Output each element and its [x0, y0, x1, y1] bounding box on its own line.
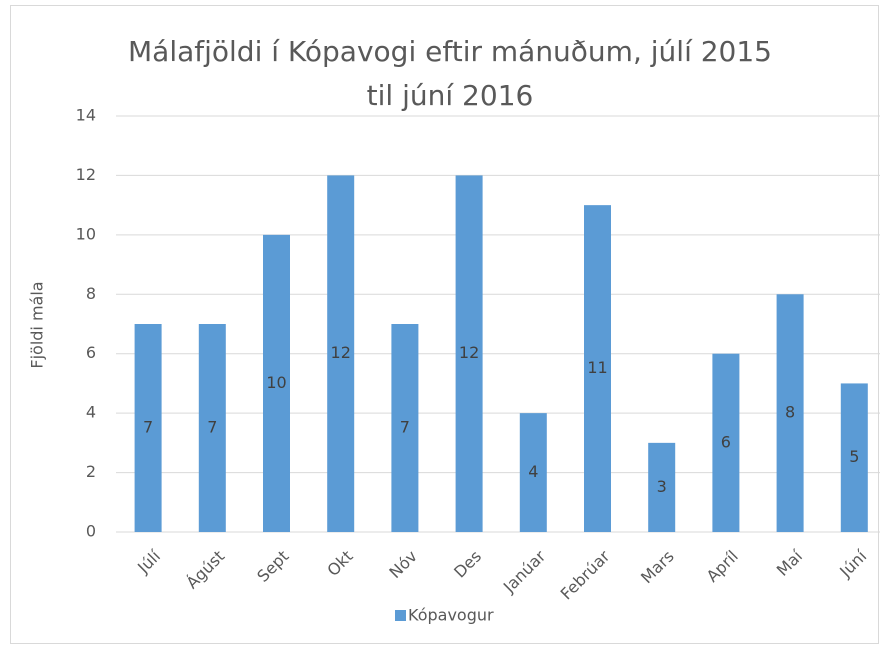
bar [391, 324, 419, 532]
data-label: 5 [849, 447, 859, 466]
bar [455, 175, 483, 532]
y-axis-label: Fjöldi mála [28, 281, 47, 368]
data-label: 4 [528, 462, 538, 481]
y-tick-label: 0 [86, 522, 96, 541]
data-label: 6 [721, 432, 731, 451]
data-label: 8 [785, 403, 795, 422]
bar [134, 324, 162, 532]
legend-label: Kópavogur [408, 606, 494, 625]
y-tick-label: 10 [76, 224, 96, 243]
bar [776, 294, 804, 532]
bar [263, 234, 290, 532]
data-label: 10 [266, 373, 286, 392]
chart-title: Málafjöldi í Kópavogi eftir mánuðum, júl… [128, 35, 772, 112]
y-tick-label: 12 [76, 165, 96, 184]
data-label: 7 [143, 418, 153, 437]
data-label: 7 [400, 418, 410, 437]
y-tick-label: 2 [86, 462, 96, 481]
data-label: 11 [587, 358, 607, 377]
bar [327, 175, 355, 532]
y-tick-label: 4 [86, 403, 96, 422]
bar [519, 413, 547, 532]
bar [648, 442, 676, 532]
bar [584, 205, 611, 532]
data-label: 12 [459, 343, 479, 362]
data-label: 7 [207, 418, 217, 437]
bar [198, 324, 226, 532]
y-tick-label: 14 [76, 106, 96, 125]
data-label: 12 [331, 343, 351, 362]
bar [840, 383, 868, 532]
legend-swatch [395, 610, 406, 621]
y-tick-label: 8 [86, 284, 96, 303]
data-label: 3 [657, 477, 667, 496]
bar [712, 353, 740, 532]
y-tick-label: 6 [86, 343, 96, 362]
